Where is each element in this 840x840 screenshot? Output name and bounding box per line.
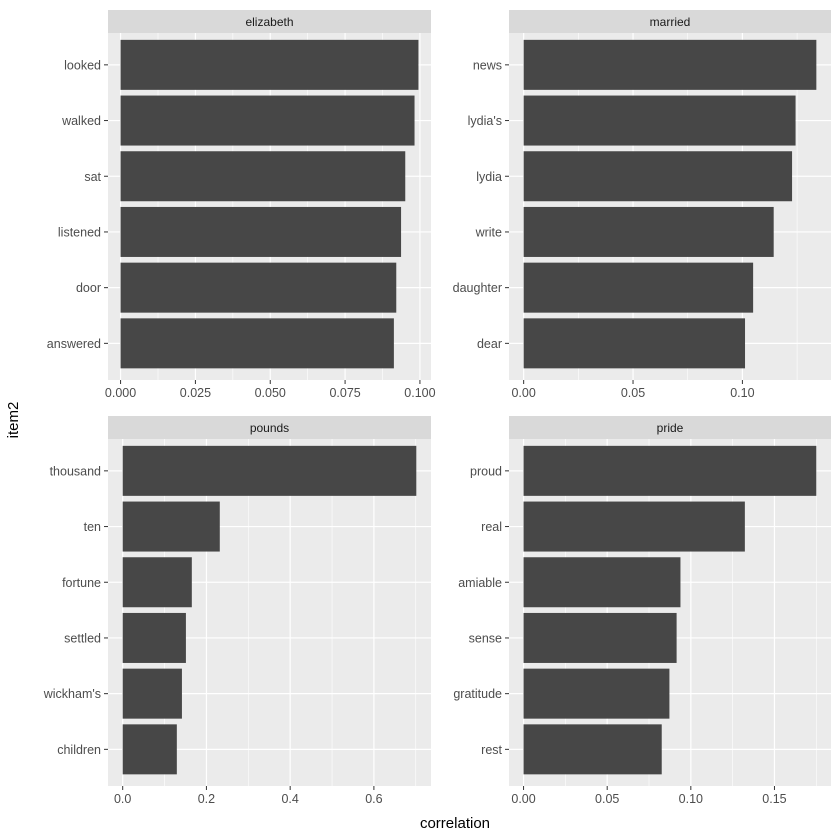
- strip-title: pride: [657, 421, 684, 435]
- x-tick-label: 0.050: [255, 386, 286, 400]
- bar-walked: [120, 95, 415, 146]
- y-tick-label: daughter: [453, 281, 502, 295]
- x-tick-label: 0.10: [730, 386, 754, 400]
- bar-real: [523, 501, 745, 552]
- bar-thousand: [122, 445, 417, 496]
- y-tick-label: children: [57, 743, 101, 757]
- x-tick-label: 0.2: [198, 792, 215, 806]
- bar-lydia's: [523, 95, 796, 146]
- x-tick-label: 0.4: [281, 792, 298, 806]
- x-tick-label: 0.05: [621, 386, 645, 400]
- y-tick-label: ten: [84, 520, 101, 534]
- y-tick-label: gratitude: [453, 687, 502, 701]
- bar-write: [523, 206, 774, 257]
- x-tick-label: 0.15: [762, 792, 786, 806]
- bar-wickham's: [122, 668, 182, 719]
- y-tick-label: walked: [61, 114, 101, 128]
- y-tick-label: wickham's: [43, 687, 101, 701]
- y-tick-label: door: [76, 281, 101, 295]
- y-tick-label: lydia: [476, 170, 502, 184]
- strip-background: [509, 416, 831, 439]
- y-tick-label: fortune: [62, 576, 101, 590]
- bar-amiable: [523, 557, 681, 608]
- y-tick-label: lydia's: [468, 114, 502, 128]
- panel-married: married news lydia's lydia write daughter dear…: [453, 10, 831, 400]
- x-tick-label: 0.00: [511, 386, 535, 400]
- bar-rest: [523, 724, 662, 775]
- x-tick-label: 0.025: [180, 386, 211, 400]
- y-tick-label: answered: [47, 337, 101, 351]
- y-tick-label: amiable: [458, 576, 502, 590]
- bar-looked: [120, 39, 419, 90]
- x-tick-label: 0.000: [105, 386, 136, 400]
- x-tick-label: 0.075: [329, 386, 360, 400]
- x-tick-label: 0.00: [511, 792, 535, 806]
- bar-sat: [120, 151, 406, 202]
- y-tick-label: sense: [469, 631, 502, 645]
- y-tick-label: listened: [58, 225, 101, 239]
- y-tick-label: proud: [470, 464, 502, 478]
- y-tick-label: dear: [477, 337, 502, 351]
- x-axis-title: correlation: [420, 815, 490, 832]
- strip-background: [108, 10, 431, 33]
- x-tick-label: 0.05: [595, 792, 619, 806]
- y-tick-label: looked: [64, 58, 101, 72]
- y-tick-label: settled: [64, 631, 101, 645]
- panel-pride: pride proud real amiable sense gratitude rest 0…: [453, 416, 831, 806]
- bar-proud: [523, 445, 817, 496]
- bar-fortune: [122, 557, 192, 608]
- strip-title: elizabeth: [245, 15, 293, 29]
- bar-lydia: [523, 151, 793, 202]
- bar-sense: [523, 612, 677, 663]
- bar-dear: [523, 318, 746, 369]
- y-tick-label: sat: [84, 170, 101, 184]
- bar-daughter: [523, 262, 754, 313]
- x-tick-label: 0.100: [404, 386, 435, 400]
- y-tick-label: news: [473, 58, 502, 72]
- bar-gratitude: [523, 668, 670, 719]
- y-tick-label: thousand: [50, 464, 101, 478]
- x-tick-label: 0.6: [365, 792, 382, 806]
- panel-elizabeth: elizabeth looked walked sat listened door answ…: [47, 10, 436, 400]
- bar-answered: [120, 318, 394, 369]
- y-tick-label: rest: [481, 743, 502, 757]
- bar-listened: [120, 206, 402, 257]
- strip-title: married: [650, 15, 691, 29]
- bar-news: [523, 39, 817, 90]
- bar-children: [122, 724, 177, 775]
- panel-pounds: pounds thousand ten fortune settled wickham's…: [43, 416, 431, 806]
- strip-background: [509, 10, 831, 33]
- y-tick-label: real: [481, 520, 502, 534]
- panels-group: elizabeth looked walked sat listened door answ…: [43, 10, 831, 806]
- strip-background: [108, 416, 431, 439]
- x-tick-label: 0.10: [679, 792, 703, 806]
- strip-title: pounds: [250, 421, 289, 435]
- y-axis-title: item2: [5, 402, 22, 439]
- y-tick-label: write: [475, 225, 502, 239]
- bar-ten: [122, 501, 220, 552]
- bar-door: [120, 262, 397, 313]
- x-tick-label: 0.0: [114, 792, 131, 806]
- bar-settled: [122, 612, 186, 663]
